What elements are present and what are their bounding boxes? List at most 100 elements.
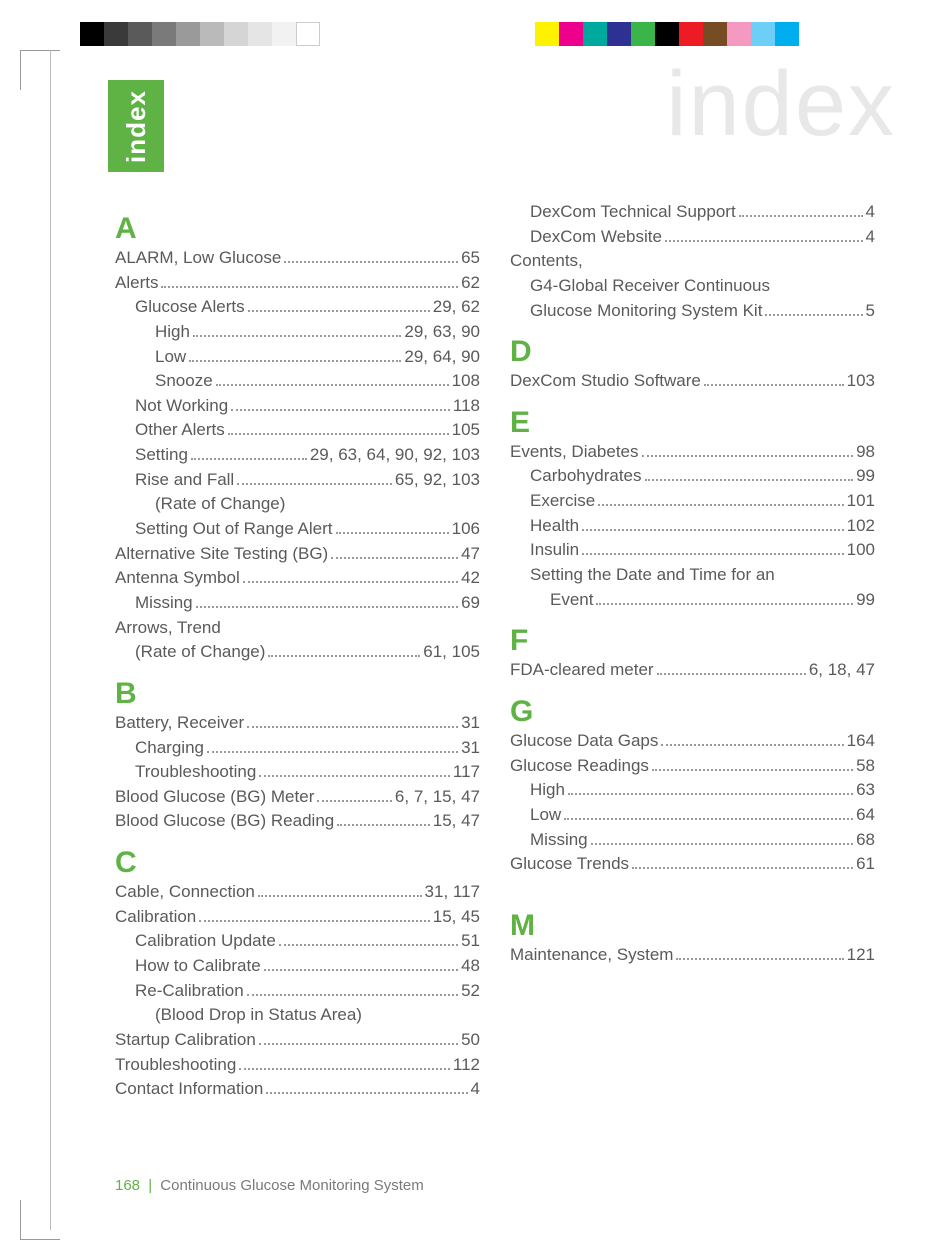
dot-leader bbox=[258, 882, 422, 897]
dot-leader bbox=[199, 906, 429, 921]
index-entry-label: Blood Glucose (BG) Meter bbox=[115, 785, 314, 810]
crop-guide bbox=[50, 50, 51, 1230]
index-entry: Missing68 bbox=[510, 828, 875, 853]
dot-leader bbox=[596, 589, 853, 604]
index-entry: High 63 bbox=[510, 778, 875, 803]
index-entry-note: Setting the Date and Time for an bbox=[510, 563, 875, 588]
index-entry: Re-Calibration 52 bbox=[115, 979, 480, 1004]
index-entry-page: 50 bbox=[461, 1028, 480, 1053]
index-entry-label: Other Alerts bbox=[135, 418, 225, 443]
index-entry-page: 69 bbox=[461, 591, 480, 616]
index-entry-page: 6, 18, 47 bbox=[809, 658, 875, 683]
index-entry-label: DexCom Technical Support bbox=[530, 200, 736, 225]
page-number: 168 bbox=[115, 1177, 140, 1194]
index-entry-label: Glucose Monitoring System Kit bbox=[530, 299, 762, 324]
index-entry-note: (Blood Drop in Status Area) bbox=[115, 1003, 480, 1028]
index-entry: High29, 63, 90 bbox=[115, 320, 480, 345]
dot-leader bbox=[657, 660, 806, 675]
index-entry-label: DexCom Website bbox=[530, 225, 662, 250]
index-entry: Other Alerts 105 bbox=[115, 418, 480, 443]
dot-leader bbox=[765, 300, 862, 315]
index-entry: Blood Glucose (BG) Reading15, 47 bbox=[115, 809, 480, 834]
index-entry: Cable, Connection31, 117 bbox=[115, 880, 480, 905]
dot-leader bbox=[704, 371, 844, 386]
index-entry-label: Charging bbox=[135, 736, 204, 761]
index-entry: Rise and Fall 65, 92, 103 bbox=[115, 468, 480, 493]
index-column-left: AALARM, Low Glucose65Alerts62Glucose Ale… bbox=[115, 200, 480, 1102]
dot-leader bbox=[247, 713, 458, 728]
page-title-watermark: index bbox=[666, 52, 896, 157]
index-entry-label: Health bbox=[530, 514, 579, 539]
index-entry: Charging31 bbox=[115, 736, 480, 761]
index-entry: Health102 bbox=[510, 514, 875, 539]
index-entry-label: Contact Information bbox=[115, 1077, 263, 1102]
dot-leader bbox=[248, 297, 430, 312]
dot-leader bbox=[196, 593, 458, 608]
dot-leader bbox=[642, 442, 854, 457]
index-entry-page: 31, 117 bbox=[425, 880, 480, 905]
index-entry: Glucose Trends61 bbox=[510, 852, 875, 877]
index-entry-page: 63 bbox=[856, 778, 875, 803]
index-entry-label: Startup Calibration bbox=[115, 1028, 256, 1053]
index-entry: Glucose Data Gaps164 bbox=[510, 729, 875, 754]
index-entry-page: 29, 63, 64, 90, 92, 103 bbox=[310, 443, 480, 468]
dot-leader bbox=[582, 540, 843, 555]
index-entry-page: 106 bbox=[452, 517, 480, 542]
index-section-letter: E bbox=[510, 408, 875, 438]
index-entry-label: How to Calibrate bbox=[135, 954, 261, 979]
index-entry: DexCom Studio Software103 bbox=[510, 369, 875, 394]
index-entry: Snooze108 bbox=[115, 369, 480, 394]
index-entry: Alternative Site Testing (BG)47 bbox=[115, 542, 480, 567]
dot-leader bbox=[564, 805, 853, 820]
index-entry-label: Missing bbox=[135, 591, 193, 616]
index-entry-label: Maintenance, System bbox=[510, 943, 673, 968]
dot-leader bbox=[632, 854, 853, 869]
dot-leader bbox=[231, 396, 450, 411]
index-entry-page: 62 bbox=[461, 271, 480, 296]
dot-leader bbox=[665, 226, 863, 241]
index-entry-page: 15, 45 bbox=[433, 905, 480, 930]
index-entry-page: 65 bbox=[461, 246, 480, 271]
index-entry-page: 100 bbox=[847, 538, 875, 563]
index-entry: Glucose Readings58 bbox=[510, 754, 875, 779]
dot-leader bbox=[279, 931, 458, 946]
dot-leader bbox=[216, 371, 449, 386]
index-entry: Troubleshooting112 bbox=[115, 1053, 480, 1078]
index-entry-page: 52 bbox=[461, 979, 480, 1004]
index-entry-page: 99 bbox=[856, 464, 875, 489]
dot-leader bbox=[284, 248, 458, 263]
index-entry: DexCom Website 4 bbox=[510, 225, 875, 250]
index-entry-page: 64 bbox=[856, 803, 875, 828]
index-body: AALARM, Low Glucose65Alerts62Glucose Ale… bbox=[115, 200, 875, 1102]
index-entry-page: 108 bbox=[452, 369, 480, 394]
index-entry-label: Event bbox=[550, 588, 593, 613]
dot-leader bbox=[266, 1079, 467, 1094]
dot-leader bbox=[568, 780, 853, 795]
index-entry-page: 29, 64, 90 bbox=[404, 345, 480, 370]
dot-leader bbox=[652, 755, 853, 770]
index-entry-label: Setting the Date and Time for an bbox=[530, 563, 775, 588]
print-registration-bars bbox=[0, 22, 951, 46]
index-entry-label: Alerts bbox=[115, 271, 158, 296]
index-entry: Low 29, 64, 90 bbox=[115, 345, 480, 370]
dot-leader bbox=[161, 272, 458, 287]
index-entry-label: Events, Diabetes bbox=[510, 440, 639, 465]
index-entry-page: 5 bbox=[866, 299, 875, 324]
index-entry-page: 105 bbox=[452, 418, 480, 443]
dot-leader bbox=[337, 811, 430, 826]
dot-leader bbox=[228, 420, 449, 435]
index-entry-label: High bbox=[155, 320, 190, 345]
dot-leader bbox=[661, 731, 843, 746]
index-entry: Carbohydrates99 bbox=[510, 464, 875, 489]
page-footer: 168 | Continuous Glucose Monitoring Syst… bbox=[115, 1177, 424, 1194]
crop-mark bbox=[20, 50, 60, 90]
index-entry: Alerts 62 bbox=[115, 271, 480, 296]
index-entry: Setting29, 63, 64, 90, 92, 103 bbox=[115, 443, 480, 468]
index-entry: Setting Out of Range Alert106 bbox=[115, 517, 480, 542]
index-entry: FDA-cleared meter6, 18, 47 bbox=[510, 658, 875, 683]
index-entry-label: Low bbox=[155, 345, 186, 370]
index-entry-page: 48 bbox=[461, 954, 480, 979]
index-entry: Maintenance, System121 bbox=[510, 943, 875, 968]
index-entry-page: 4 bbox=[866, 225, 875, 250]
index-entry-label: High bbox=[530, 778, 565, 803]
